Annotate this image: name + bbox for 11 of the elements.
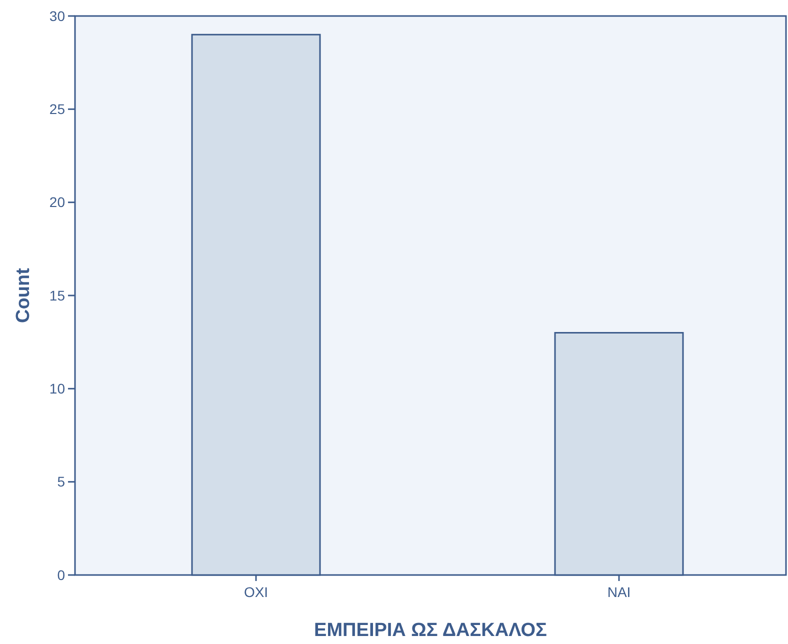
- x-tick-label: ΟΧΙ: [244, 584, 268, 600]
- x-tick-label: ΝΑΙ: [607, 584, 631, 600]
- y-tick-label: 0: [57, 566, 66, 583]
- y-tick-label: 30: [49, 8, 66, 24]
- y-tick-label: 20: [49, 194, 66, 210]
- y-tick-label: 15: [49, 287, 66, 304]
- y-axis-title: Count: [13, 267, 34, 323]
- y-tick-label: 5: [57, 474, 66, 490]
- y-tick-label: 25: [49, 101, 66, 118]
- y-tick-label: 10: [49, 380, 66, 397]
- x-axis-title: ΕΜΠΕΙΡΙΑ ΩΣ ΔΑΣΚΑΛΟΣ: [314, 620, 547, 641]
